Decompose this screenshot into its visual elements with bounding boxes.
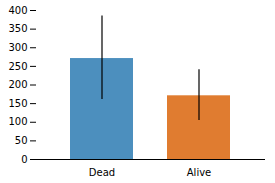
svg-text:400: 400 <box>8 5 27 16</box>
svg-text:Alive: Alive <box>187 167 211 178</box>
svg-text:150: 150 <box>8 98 27 109</box>
svg-text:100: 100 <box>8 116 27 127</box>
svg-text:200: 200 <box>8 79 27 90</box>
svg-text:Dead: Dead <box>89 167 115 178</box>
svg-text:250: 250 <box>8 61 27 72</box>
svg-text:0: 0 <box>21 154 27 165</box>
svg-text:50: 50 <box>15 135 28 146</box>
svg-text:300: 300 <box>8 42 27 53</box>
svg-text:350: 350 <box>8 23 27 34</box>
